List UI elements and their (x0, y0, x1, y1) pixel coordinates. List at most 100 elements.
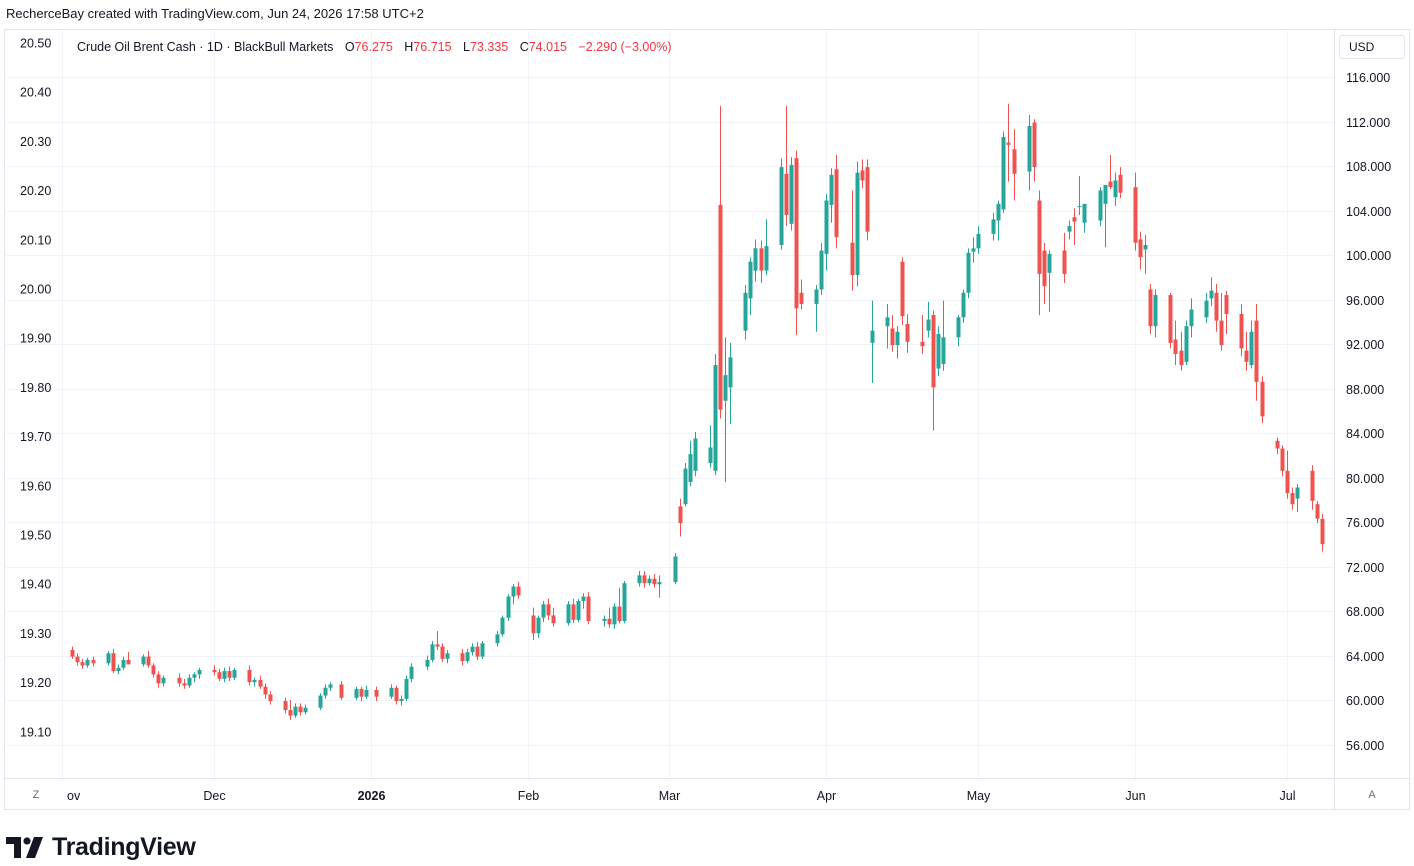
candle-down[interactable] (900, 257, 905, 326)
candle-up[interactable] (85, 657, 90, 668)
candle-up[interactable] (480, 641, 485, 659)
candle-down[interactable] (1275, 437, 1280, 455)
candle-down[interactable] (794, 150, 799, 336)
candle-up[interactable] (708, 425, 713, 468)
candle-down[interactable] (617, 587, 622, 624)
candle-up[interactable] (1189, 298, 1194, 338)
candle-down[interactable] (156, 671, 161, 688)
candle-down[interactable] (247, 665, 252, 686)
candle-up[interactable] (318, 693, 323, 711)
candle-up[interactable] (976, 226, 981, 254)
candle-up[interactable] (1153, 289, 1158, 338)
candle-up[interactable] (688, 440, 693, 487)
candle-up[interactable] (753, 239, 758, 282)
candle-up[interactable] (657, 575, 662, 598)
candle-down[interactable] (227, 666, 232, 682)
candle-down[interactable] (1148, 283, 1153, 334)
candle-up[interactable] (106, 651, 111, 666)
candle-up[interactable] (748, 257, 753, 316)
candle-down[interactable] (258, 675, 263, 689)
candle-up[interactable] (1209, 277, 1214, 307)
candle-down[interactable] (91, 656, 96, 667)
candle-up[interactable] (996, 200, 1001, 241)
candle-up[interactable] (743, 285, 748, 340)
candle-up[interactable] (354, 686, 359, 700)
candle-up[interactable] (404, 675, 409, 702)
candle-up[interactable] (622, 580, 627, 624)
candle-up[interactable] (673, 553, 678, 585)
candle-down[interactable] (1310, 465, 1315, 510)
candle-down[interactable] (1285, 450, 1290, 499)
candle-up[interactable] (936, 326, 941, 377)
candle-down[interactable] (1168, 292, 1173, 349)
candle-up[interactable] (581, 593, 586, 609)
candle-down[interactable] (759, 240, 764, 283)
candle-down[interactable] (460, 648, 465, 666)
candle-up[interactable] (956, 315, 961, 347)
candle-down[interactable] (298, 703, 303, 716)
candle-down[interactable] (586, 592, 591, 625)
candle-down[interactable] (1006, 103, 1011, 182)
tradingview-logo[interactable]: TradingView (6, 832, 196, 862)
candle-down[interactable] (339, 681, 344, 700)
candle-up[interactable] (506, 594, 511, 622)
candle-up[interactable] (779, 158, 784, 250)
candle-down[interactable] (607, 607, 612, 628)
candle-down[interactable] (151, 663, 156, 678)
candle-down[interactable] (394, 685, 399, 705)
candle-up[interactable] (941, 300, 946, 371)
candle-up[interactable] (870, 300, 875, 383)
candle-up[interactable] (1098, 187, 1103, 227)
candle-down[interactable] (1133, 172, 1138, 251)
auto-scale-button[interactable]: A (1362, 786, 1382, 804)
candle-up[interactable] (495, 631, 500, 647)
candle-down[interactable] (475, 642, 480, 660)
zoom-reset-button[interactable]: Z (26, 786, 46, 804)
candle-up[interactable] (161, 675, 166, 687)
candle-up[interactable] (536, 615, 541, 638)
currency-button[interactable]: USD (1339, 35, 1405, 59)
candle-up[interactable] (323, 684, 328, 699)
candle-up[interactable] (121, 656, 126, 670)
candle-down[interactable] (642, 570, 647, 588)
candle-up[interactable] (1184, 320, 1189, 366)
candle-down[interactable] (1320, 514, 1325, 552)
candle-down[interactable] (860, 159, 865, 189)
candle-up[interactable] (1027, 114, 1032, 191)
candle-down[interactable] (1037, 190, 1042, 316)
candle-down[interactable] (799, 279, 804, 310)
candle-up[interactable] (192, 672, 197, 683)
candle-down[interactable] (784, 105, 789, 227)
candle-up[interactable] (197, 667, 202, 679)
candle-up[interactable] (829, 168, 834, 223)
candle-down[interactable] (1012, 129, 1017, 201)
candle-down[interactable] (111, 648, 116, 674)
candle-up[interactable] (1082, 203, 1087, 233)
candle-down[interactable] (531, 607, 536, 640)
candle-down[interactable] (1214, 283, 1219, 332)
candle-down[interactable] (440, 643, 445, 663)
candle-up[interactable] (541, 600, 546, 623)
candle-up[interactable] (409, 663, 414, 683)
candle-down[interactable] (283, 697, 288, 714)
candle-down[interactable] (1042, 242, 1047, 304)
candle-up[interactable] (465, 648, 470, 664)
candle-up[interactable] (819, 242, 824, 296)
candle-up[interactable] (252, 677, 257, 687)
candle-up[interactable] (1067, 220, 1072, 240)
candle-up[interactable] (1077, 176, 1082, 215)
candle-down[interactable] (1280, 445, 1285, 477)
candle-down[interactable] (1179, 331, 1184, 371)
candle-up[interactable] (232, 667, 237, 680)
candle-up[interactable] (576, 598, 581, 623)
candle-down[interactable] (678, 498, 683, 537)
candle-up[interactable] (389, 684, 394, 699)
candle-down[interactable] (359, 686, 364, 702)
candle-down[interactable] (268, 691, 273, 705)
candle-up[interactable] (500, 615, 505, 637)
candle-down[interactable] (212, 665, 217, 676)
candle-up[interactable] (1103, 184, 1108, 248)
candle-down[interactable] (1138, 231, 1143, 270)
candle-up[interactable] (764, 219, 769, 276)
symbol-name[interactable]: Crude Oil Brent Cash · 1D · BlackBull Ma… (77, 40, 334, 54)
